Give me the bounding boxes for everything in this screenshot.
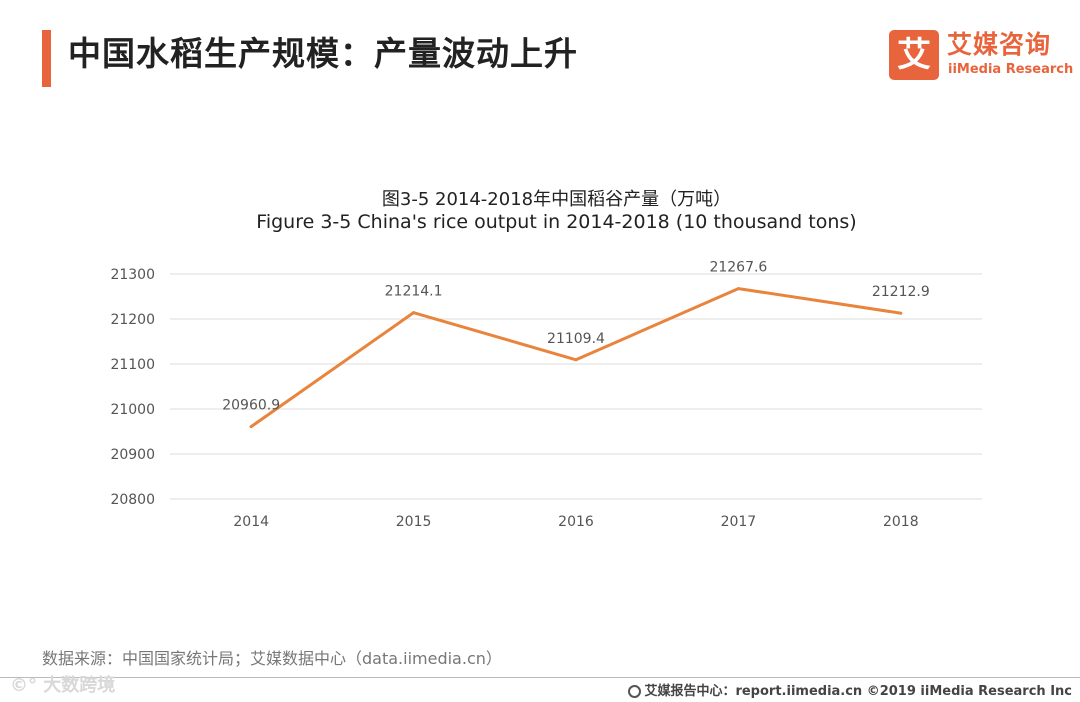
data-label: 21267.6 — [709, 260, 767, 276]
x-tick-label: 2018 — [883, 514, 919, 530]
x-tick-label: 2017 — [721, 514, 757, 530]
y-tick-label: 20800 — [110, 492, 155, 508]
y-tick-label: 21100 — [110, 357, 155, 373]
source-note: 数据来源：中国国家统计局；艾媒数据中心（data.iimedia.cn） — [42, 649, 502, 668]
data-label: 21214.1 — [385, 284, 443, 300]
logo-name-en: iiMedia Research — [948, 62, 1074, 77]
data-point — [574, 358, 578, 362]
data-point — [736, 287, 740, 291]
footer-divider — [0, 677, 1080, 678]
x-tick-label: 2014 — [233, 514, 269, 530]
y-tick-label: 21000 — [110, 402, 155, 418]
data-point — [899, 311, 903, 315]
footer-report-text: 艾媒报告中心：report.iimedia.cn ©2019 iiMedia R… — [644, 684, 1072, 699]
x-tick-label: 2016 — [558, 514, 594, 530]
data-label: 21109.4 — [547, 331, 605, 347]
y-tick-label: 21300 — [110, 267, 155, 283]
page-title: 中国水稻生产规模：产量波动上升 — [68, 34, 578, 73]
chart-title-en: Figure 3-5 China's rice output in 2014-2… — [256, 211, 857, 233]
watermark: ©° 大数跨境 — [10, 675, 116, 696]
data-label: 20960.9 — [222, 398, 280, 414]
data-point — [249, 425, 253, 429]
iimedia-logo: 艾 艾媒咨询 iiMedia Research — [889, 30, 1073, 82]
chart-title-cn: 图3-5 2014-2018年中国稻谷产量（万吨） — [381, 189, 732, 210]
y-tick-label: 20900 — [110, 447, 155, 463]
y-tick-label: 21200 — [110, 312, 155, 328]
series-line — [249, 287, 903, 429]
logo-icon: 艾 — [889, 30, 939, 80]
data-label: 21212.9 — [872, 284, 930, 300]
logo-name-cn: 艾媒咨询 — [947, 30, 1052, 59]
footer-report: 艾媒报告中心：report.iimedia.cn ©2019 iiMedia R… — [628, 680, 1072, 699]
title-accent-bar — [42, 30, 51, 87]
x-tick-label: 2015 — [396, 514, 432, 530]
data-point — [412, 311, 416, 315]
globe-icon — [628, 685, 642, 698]
